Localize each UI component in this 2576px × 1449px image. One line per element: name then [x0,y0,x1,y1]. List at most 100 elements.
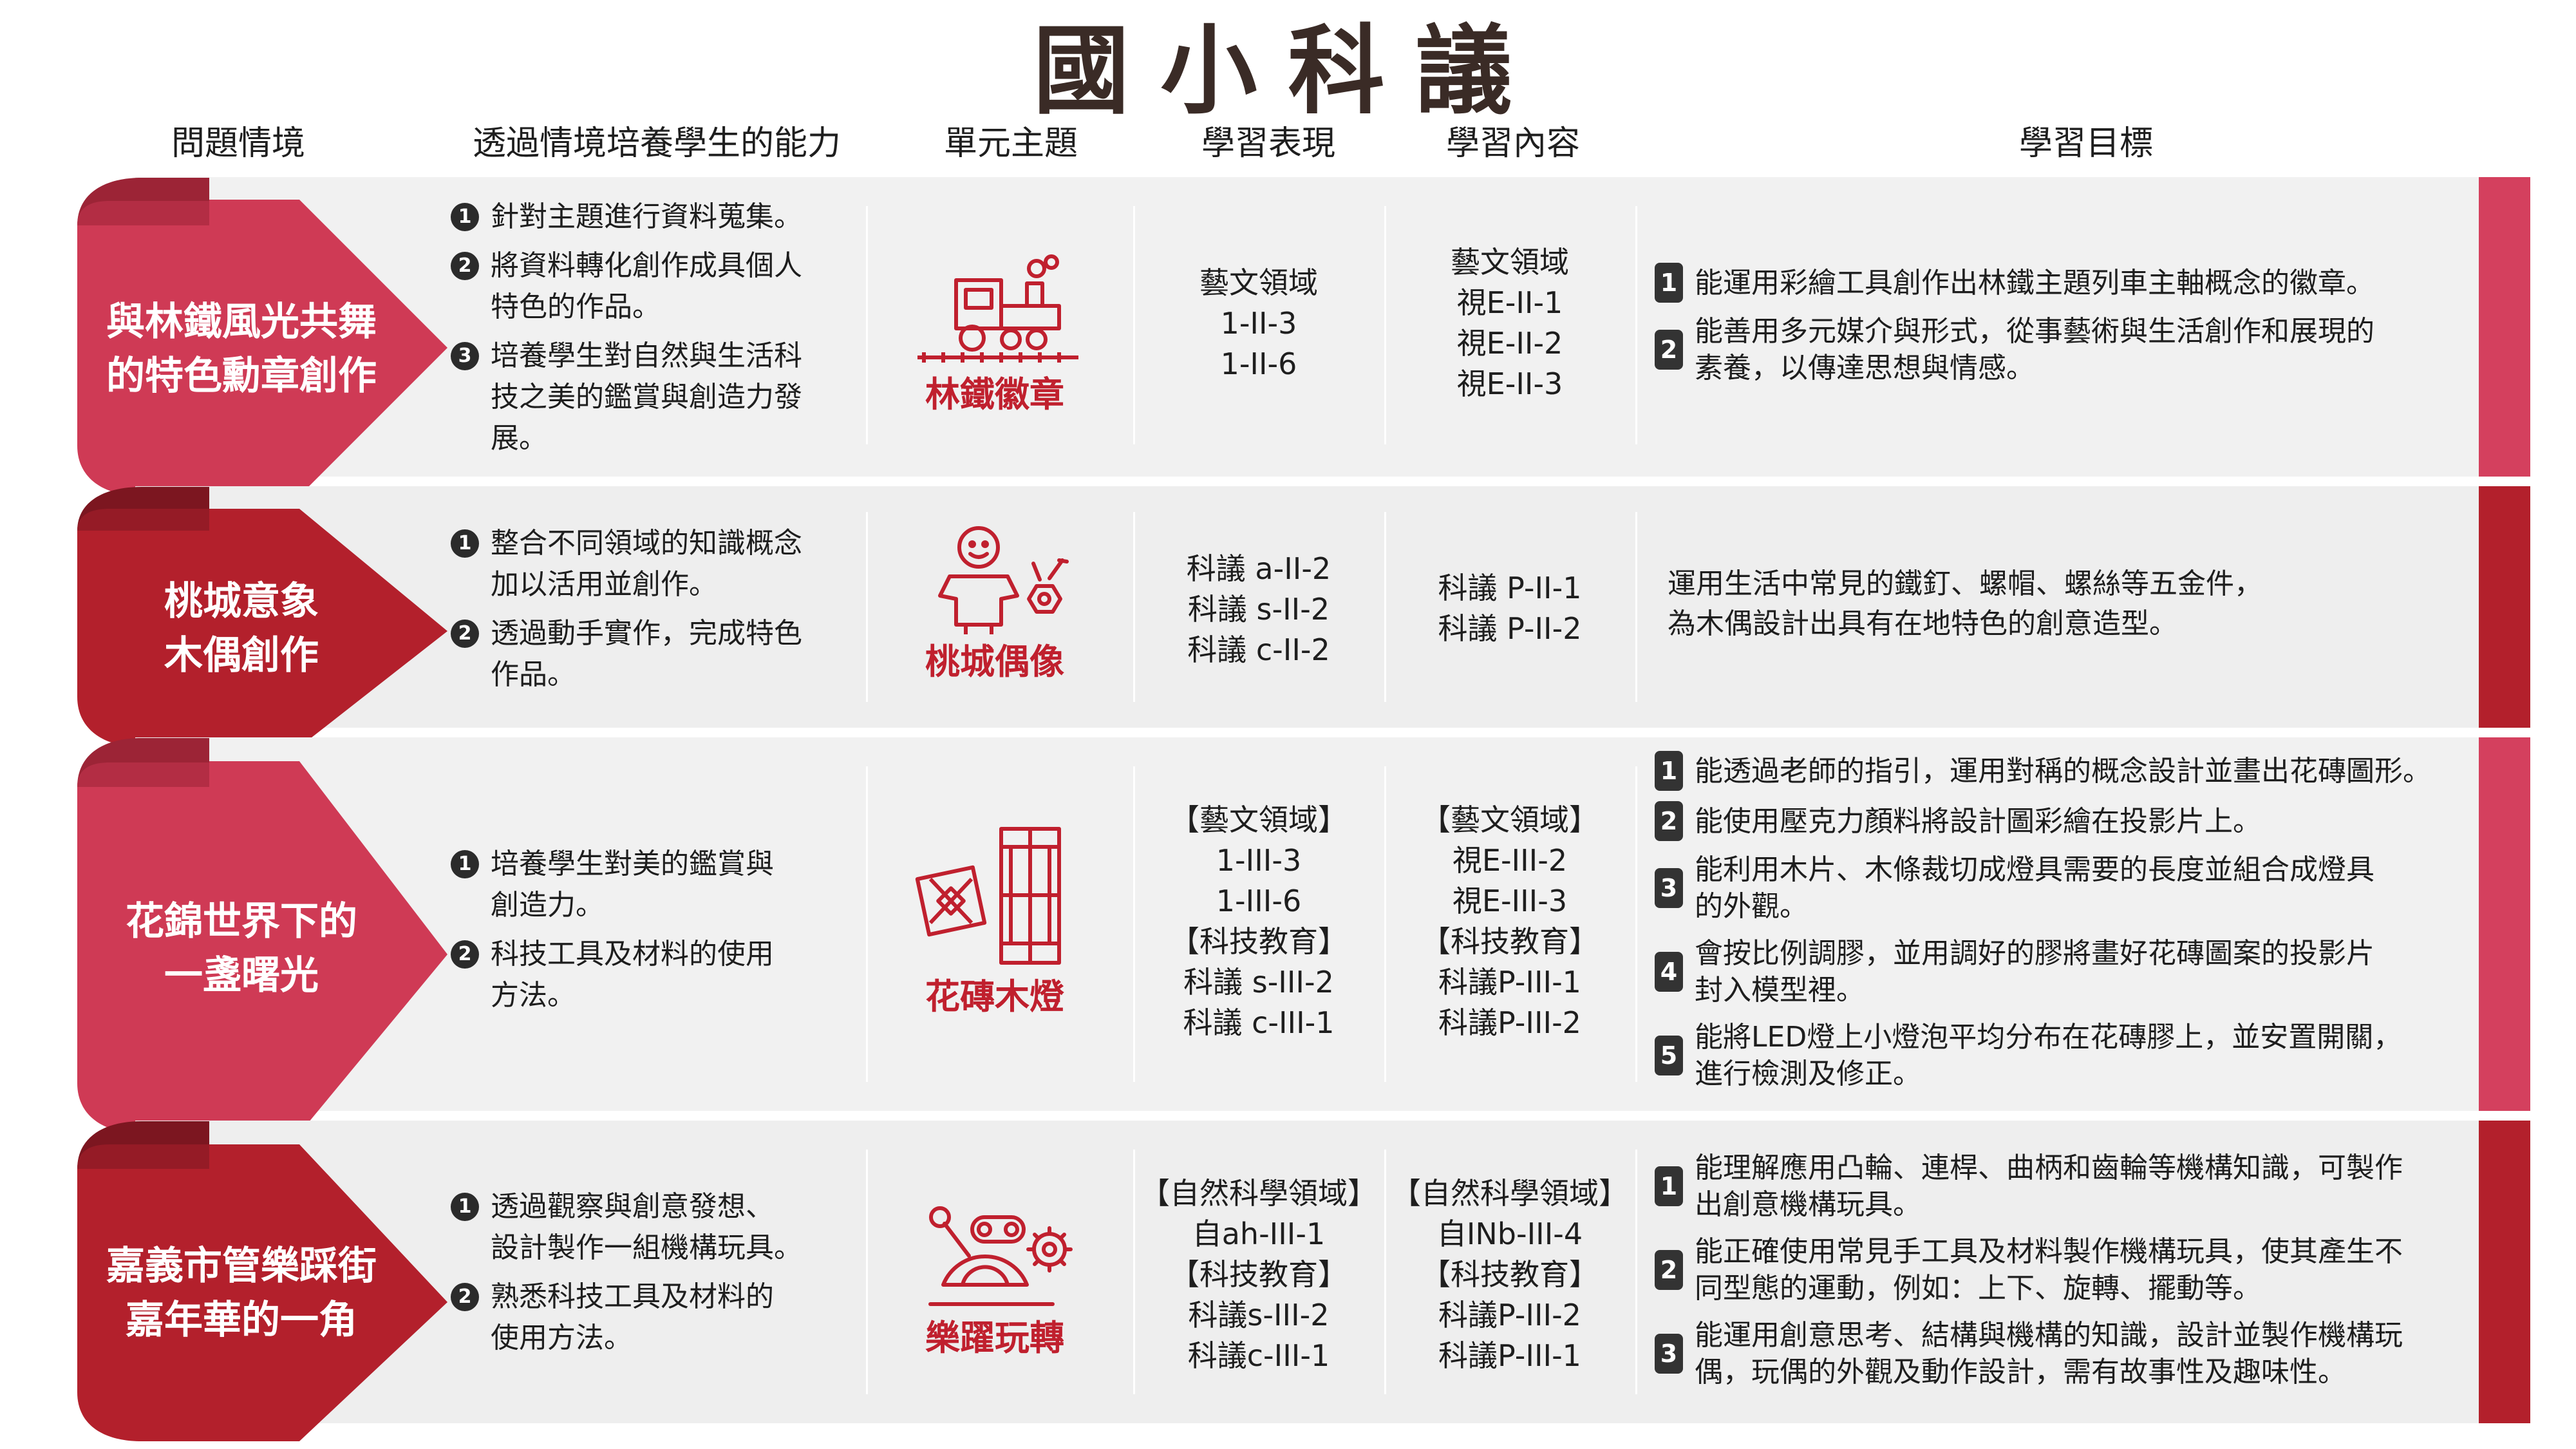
goal-text: 能利用木片、木條裁切成燈具需要的長度並組合成燈具 的外觀。 [1695,853,2374,923]
column-divider [866,766,868,1082]
number-badge: 2 [451,940,479,969]
row-accent-bar [2479,737,2530,1111]
goal-text: 運用生活中常見的鐵釘、螺帽、螺絲等五金件， 為木偶設計出具有在地特色的創意造型。 [1668,567,2262,640]
column-divider [1133,1150,1135,1394]
ability-list: 1 針對主題進行資料蒐集。 2 將資料轉化創作成具個人 特色的作品。 3 培養學生對自… [451,196,850,467]
goal-list: 1 能運用彩繪工具創作出林鐵主題列車主軸概念的徽章。 2 能善用多元媒介與形式，從事… [1655,263,2492,397]
ability-list: 1 透過觀察與創意發想、 設計製作一組機構玩具。 2 熟悉科技工具及材料的 使用方法… [451,1186,850,1367]
learning-performance: 科議 a-II-2 科議 s-II-2 科議 c-II-2 [1186,551,1331,667]
number-badge: 5 [1655,1036,1683,1075]
column-divider [1635,206,1637,444]
problem-label: 花錦世界下的 一盞曙光 [126,899,357,998]
goal-item: 2 能正確使用常見手工具及材料製作機構玩具，使其產生不 同型態的運動，例如：上下、… [1655,1233,2492,1307]
learning-performance: 【藝文領域】 1-III-3 1-III-6 【科技教育】 科議 s-III-2… [1170,802,1348,1040]
ability-text: 整合不同領域的知識概念 加以活用並創作。 [491,527,802,601]
row-background [135,1121,2530,1423]
header-content: 學習內容 [1445,124,1580,163]
row-background [135,486,2530,728]
ability-list: 1 整合不同領域的知識概念 加以活用並創作。 2 透過動手實作，完成特色 作品。 [451,523,850,703]
row-ribbon [77,487,447,747]
train-icon [917,254,1078,363]
problem-label: 桃城意象 木偶創作 [164,579,319,678]
unit-name: 桃城偶像 [925,641,1064,682]
ability-text: 透過觀察與創意發想、 設計製作一組機構玩具。 [491,1190,802,1264]
goal-item: 3 能運用創意思考、結構與機構的知識，設計並製作機構玩 偶，玩偶的外觀及動作設計，… [1655,1317,2492,1390]
column-divider [1133,766,1135,1082]
number-badge: 1 [451,850,479,878]
ability-item: 2 將資料轉化創作成具個人 特色的作品。 [451,245,850,328]
column-divider [1384,512,1386,702]
number-badge: 3 [451,342,479,370]
column-divider [866,512,868,702]
learning-content: 【自然科學領域】 自INb-III-4 【科技教育】 科議P-III-2 科議P… [1391,1176,1628,1373]
learning-performance: 【自然科學領域】 自ah-III-1 【科技教育】 科議s-III-2 科議c-… [1140,1176,1377,1373]
ability-list: 1 培養學生對美的鑑賞與 創造力。 2 科技工具及材料的使用 方法。 [451,844,850,1024]
problem-label: 與林鐵風光共舞 的特色勳章創作 [106,299,377,399]
puppet-icon [938,526,1069,634]
ability-item: 3 培養學生對自然與生活科 技之美的鑑賞與創造力發 展。 [451,336,850,459]
page-title: 國小科議 [1033,14,1543,128]
goal-item: 5 能將LED燈上小燈泡平均分布在花磚膠上，並安置開關， 進行檢測及修正。 [1655,1019,2492,1092]
ability-item: 1 針對主題進行資料蒐集。 [451,196,850,238]
column-divider [1133,512,1135,702]
number-badge: 1 [1655,1166,1683,1206]
unit-theme: 樂躍玩轉 [866,1188,1123,1361]
number-badge: 4 [1655,952,1683,992]
number-badge: 3 [1655,1334,1683,1374]
goal-item: 3 能利用木片、木條裁切成燈具需要的長度並組合成燈具 的外觀。 [1655,851,2492,925]
number-badge: 1 [451,203,479,231]
number-badge: 1 [1655,263,1683,303]
number-badge: 2 [451,252,479,280]
ability-item: 2 熟悉科技工具及材料的 使用方法。 [451,1276,850,1359]
unit-theme: 桃城偶像 [866,522,1123,685]
column-divider [1635,1150,1637,1394]
goal-list: 1 能理解應用凸輪、連桿、曲柄和齒輪等機構知識，可製作 出創意機構玩具。 2 能正確… [1655,1150,2492,1401]
goal-list: 1 能透過老師的指引，運用對稱的概念設計並畫出花磚圖形。 2 能使用壓克力顏料將設計… [1655,751,2492,1103]
problem-label: 嘉義市管樂踩街 嘉年華的一角 [106,1243,377,1343]
number-badge: 2 [1655,801,1683,841]
header-performance: 學習表現 [1201,124,1335,163]
number-badge: 3 [1655,868,1683,908]
unit-theme: 花磚木燈 [866,821,1123,1019]
learning-content: 科議 P-II-1 科議 P-II-2 [1438,571,1582,646]
column-divider [1133,206,1135,444]
mechanism-icon [928,1206,1073,1306]
goal-item: 1 能運用彩繪工具創作出林鐵主題列車主軸概念的徽章。 [1655,263,2492,303]
goal-item: 2 能善用多元媒介與形式，從事藝術與生活創作和展現的 素養，以傳達思想與情感。 [1655,313,2492,386]
ability-item: 2 透過動手實作，完成特色 作品。 [451,613,850,696]
row-background [135,177,2530,477]
goal-text: 能理解應用凸輪、連桿、曲柄和齒輪等機構知識，可製作 出創意機構玩具。 [1695,1151,2403,1221]
header-unit: 單元主題 [943,124,1078,163]
column-divider [866,206,868,444]
row-accent-bar [2479,177,2530,477]
goal-text: 能使用壓克力顏料將設計圖彩繪在投影片上。 [1695,804,2261,838]
unit-theme: 林鐵徽章 [866,254,1123,417]
goal-text: 能運用彩繪工具創作出林鐵主題列車主軸概念的徽章。 [1695,266,2374,299]
goal-item: 1 能理解應用凸輪、連桿、曲柄和齒輪等機構知識，可製作 出創意機構玩具。 [1655,1150,2492,1223]
goal-text: 能將LED燈上小燈泡平均分布在花磚膠上，並安置開關， 進行檢測及修正。 [1695,1021,2402,1090]
number-badge: 2 [1655,1250,1683,1290]
row-accent-bar [2479,1121,2530,1423]
ability-text: 培養學生對自然與生活科 技之美的鑑賞與創造力發 展。 [491,339,802,455]
ability-item: 2 科技工具及材料的使用 方法。 [451,934,850,1016]
goal-item: 1 能透過老師的指引，運用對稱的概念設計並畫出花磚圖形。 [1655,751,2492,791]
column-divider [866,1150,868,1394]
goal-text: 能正確使用常見手工具及材料製作機構玩具，使其產生不 同型態的運動，例如：上下、旋… [1695,1235,2403,1305]
row-background [135,737,2530,1111]
header-goal: 學習目標 [2018,124,2153,163]
ability-text: 熟悉科技工具及材料的 使用方法。 [491,1280,774,1354]
number-badge: 2 [451,1283,479,1311]
row-ribbon [77,178,447,496]
unit-name: 花磚木燈 [925,976,1064,1017]
ability-item: 1 透過觀察與創意發想、 設計製作一組機構玩具。 [451,1186,850,1269]
learning-content: 【藝文領域】 視E-III-2 視E-III-3 【科技教育】 科議P-III-… [1421,802,1599,1040]
row-accent-bar [2479,486,2530,728]
ability-text: 培養學生對美的鑑賞與 創造力。 [491,848,774,922]
number-badge: 2 [1655,330,1683,370]
goal-text: 能運用創意思考、結構與機構的知識，設計並製作機構玩 偶，玩偶的外觀及動作設計，需… [1695,1319,2403,1388]
unit-name: 樂躍玩轉 [925,1318,1064,1358]
ability-item: 1 整合不同領域的知識概念 加以活用並創作。 [451,523,850,605]
number-badge: 2 [451,620,479,648]
number-badge: 1 [451,1193,479,1221]
learning-content: 藝文領域 視E-II-1 視E-II-2 視E-II-3 [1451,245,1569,401]
